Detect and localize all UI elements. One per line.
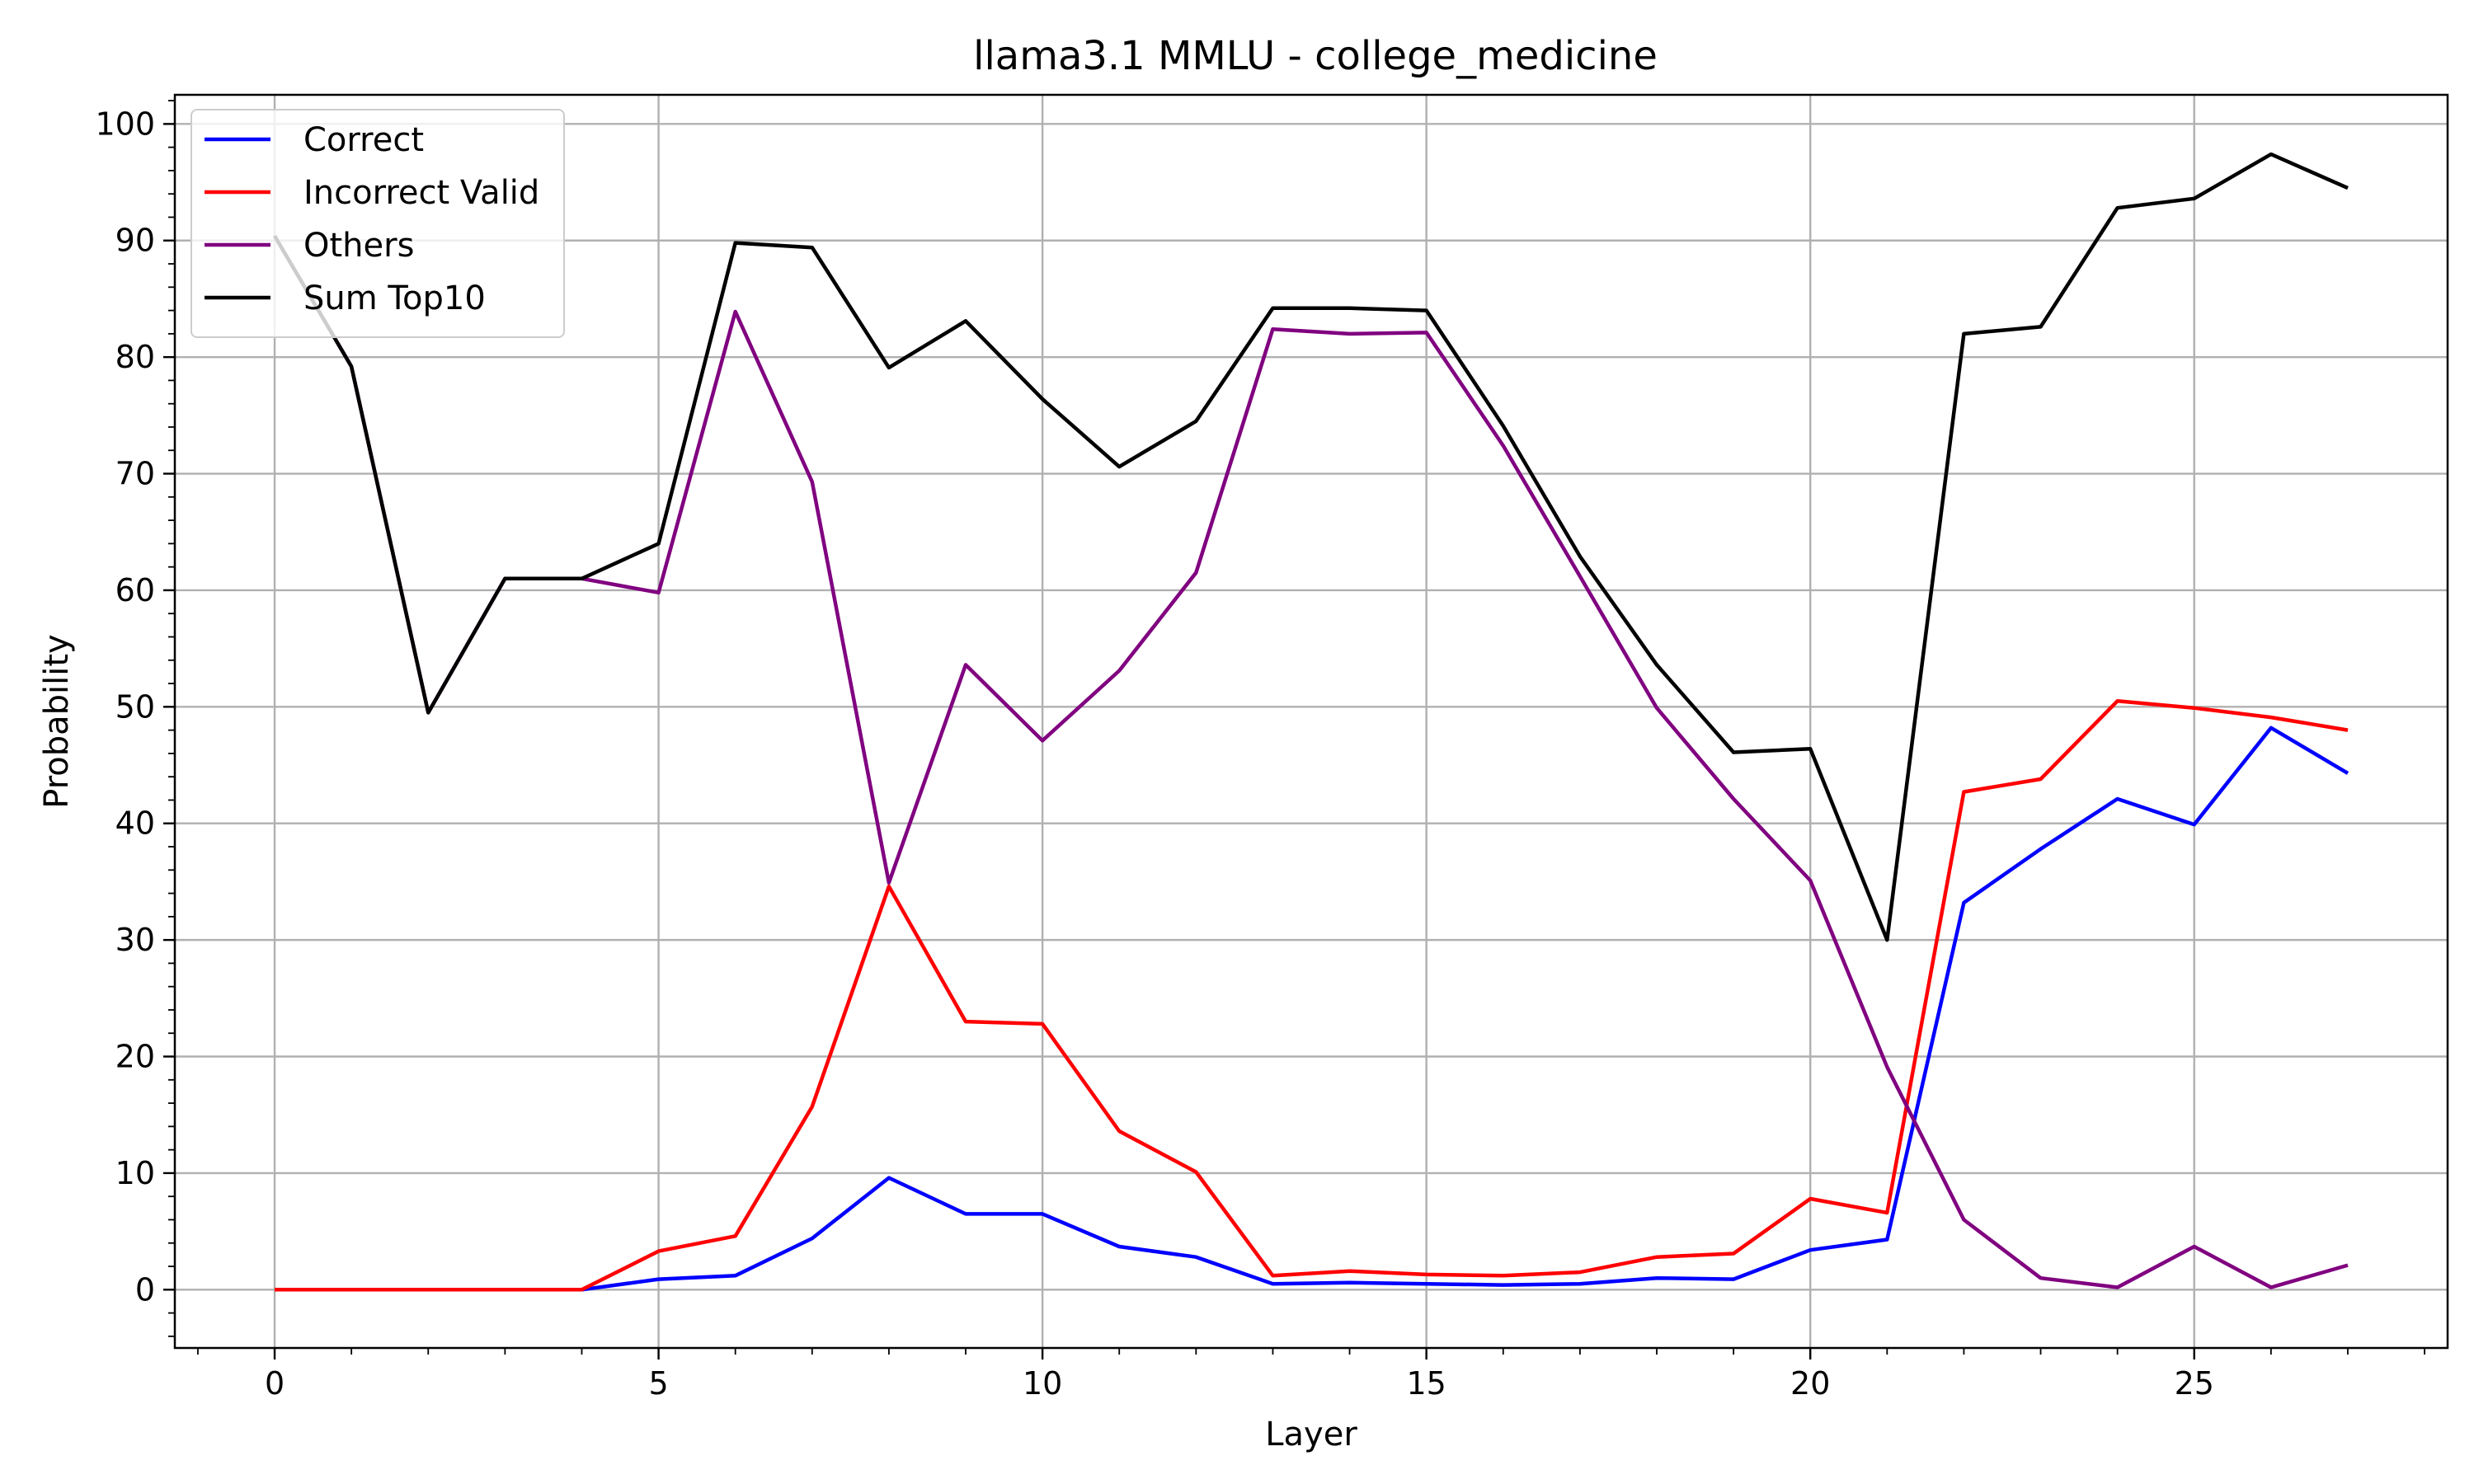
series-line-correct <box>275 726 2349 1292</box>
plot-frame <box>173 93 2449 1350</box>
series-line-others <box>273 234 2349 1289</box>
y-tick-label: 80 <box>115 339 155 375</box>
legend: Correct Incorrect Valid Others Sum Top10 <box>190 109 565 338</box>
y-tick-label: 70 <box>115 456 155 492</box>
y-tick-label: 10 <box>115 1155 155 1191</box>
y-tick-label: 0 <box>135 1271 155 1308</box>
y-tick-label: 50 <box>115 688 155 725</box>
y-tick-label: 40 <box>115 805 155 842</box>
y-tick-label: 20 <box>115 1039 155 1075</box>
x-tick-label: 25 <box>2175 1365 2214 1402</box>
legend-label: Incorrect Valid <box>303 174 539 212</box>
legend-label: Correct <box>303 121 424 159</box>
y-tick-label: 90 <box>115 223 155 259</box>
series-line-sum-top10 <box>273 152 2349 942</box>
x-axis-label: Layer <box>1265 1416 1357 1453</box>
legend-label: Sum Top10 <box>303 279 486 317</box>
y-tick-label: 100 <box>95 106 155 142</box>
y-tick-label: 30 <box>115 922 155 958</box>
axis-ticks: 0 5 10 15 20 25 0 10 20 30 40 50 60 70 80 90 100 <box>95 100 2425 1402</box>
legend-label: Others <box>303 227 414 265</box>
x-tick-label: 10 <box>1023 1365 1062 1402</box>
chart-title: llama3.1 MMLU - college_medicine <box>973 33 1658 79</box>
x-tick-label: 20 <box>1790 1365 1830 1402</box>
y-tick-label: 60 <box>115 572 155 608</box>
y-axis-label: Probability <box>38 634 76 808</box>
x-tick-label: 5 <box>648 1365 668 1402</box>
x-tick-label: 15 <box>1406 1365 1446 1402</box>
x-tick-label: 0 <box>265 1365 285 1402</box>
series-lines <box>273 152 2349 1292</box>
series-line-incorrect-valid <box>275 699 2349 1292</box>
legend-box <box>190 109 565 338</box>
grid-lines <box>175 95 2448 1348</box>
